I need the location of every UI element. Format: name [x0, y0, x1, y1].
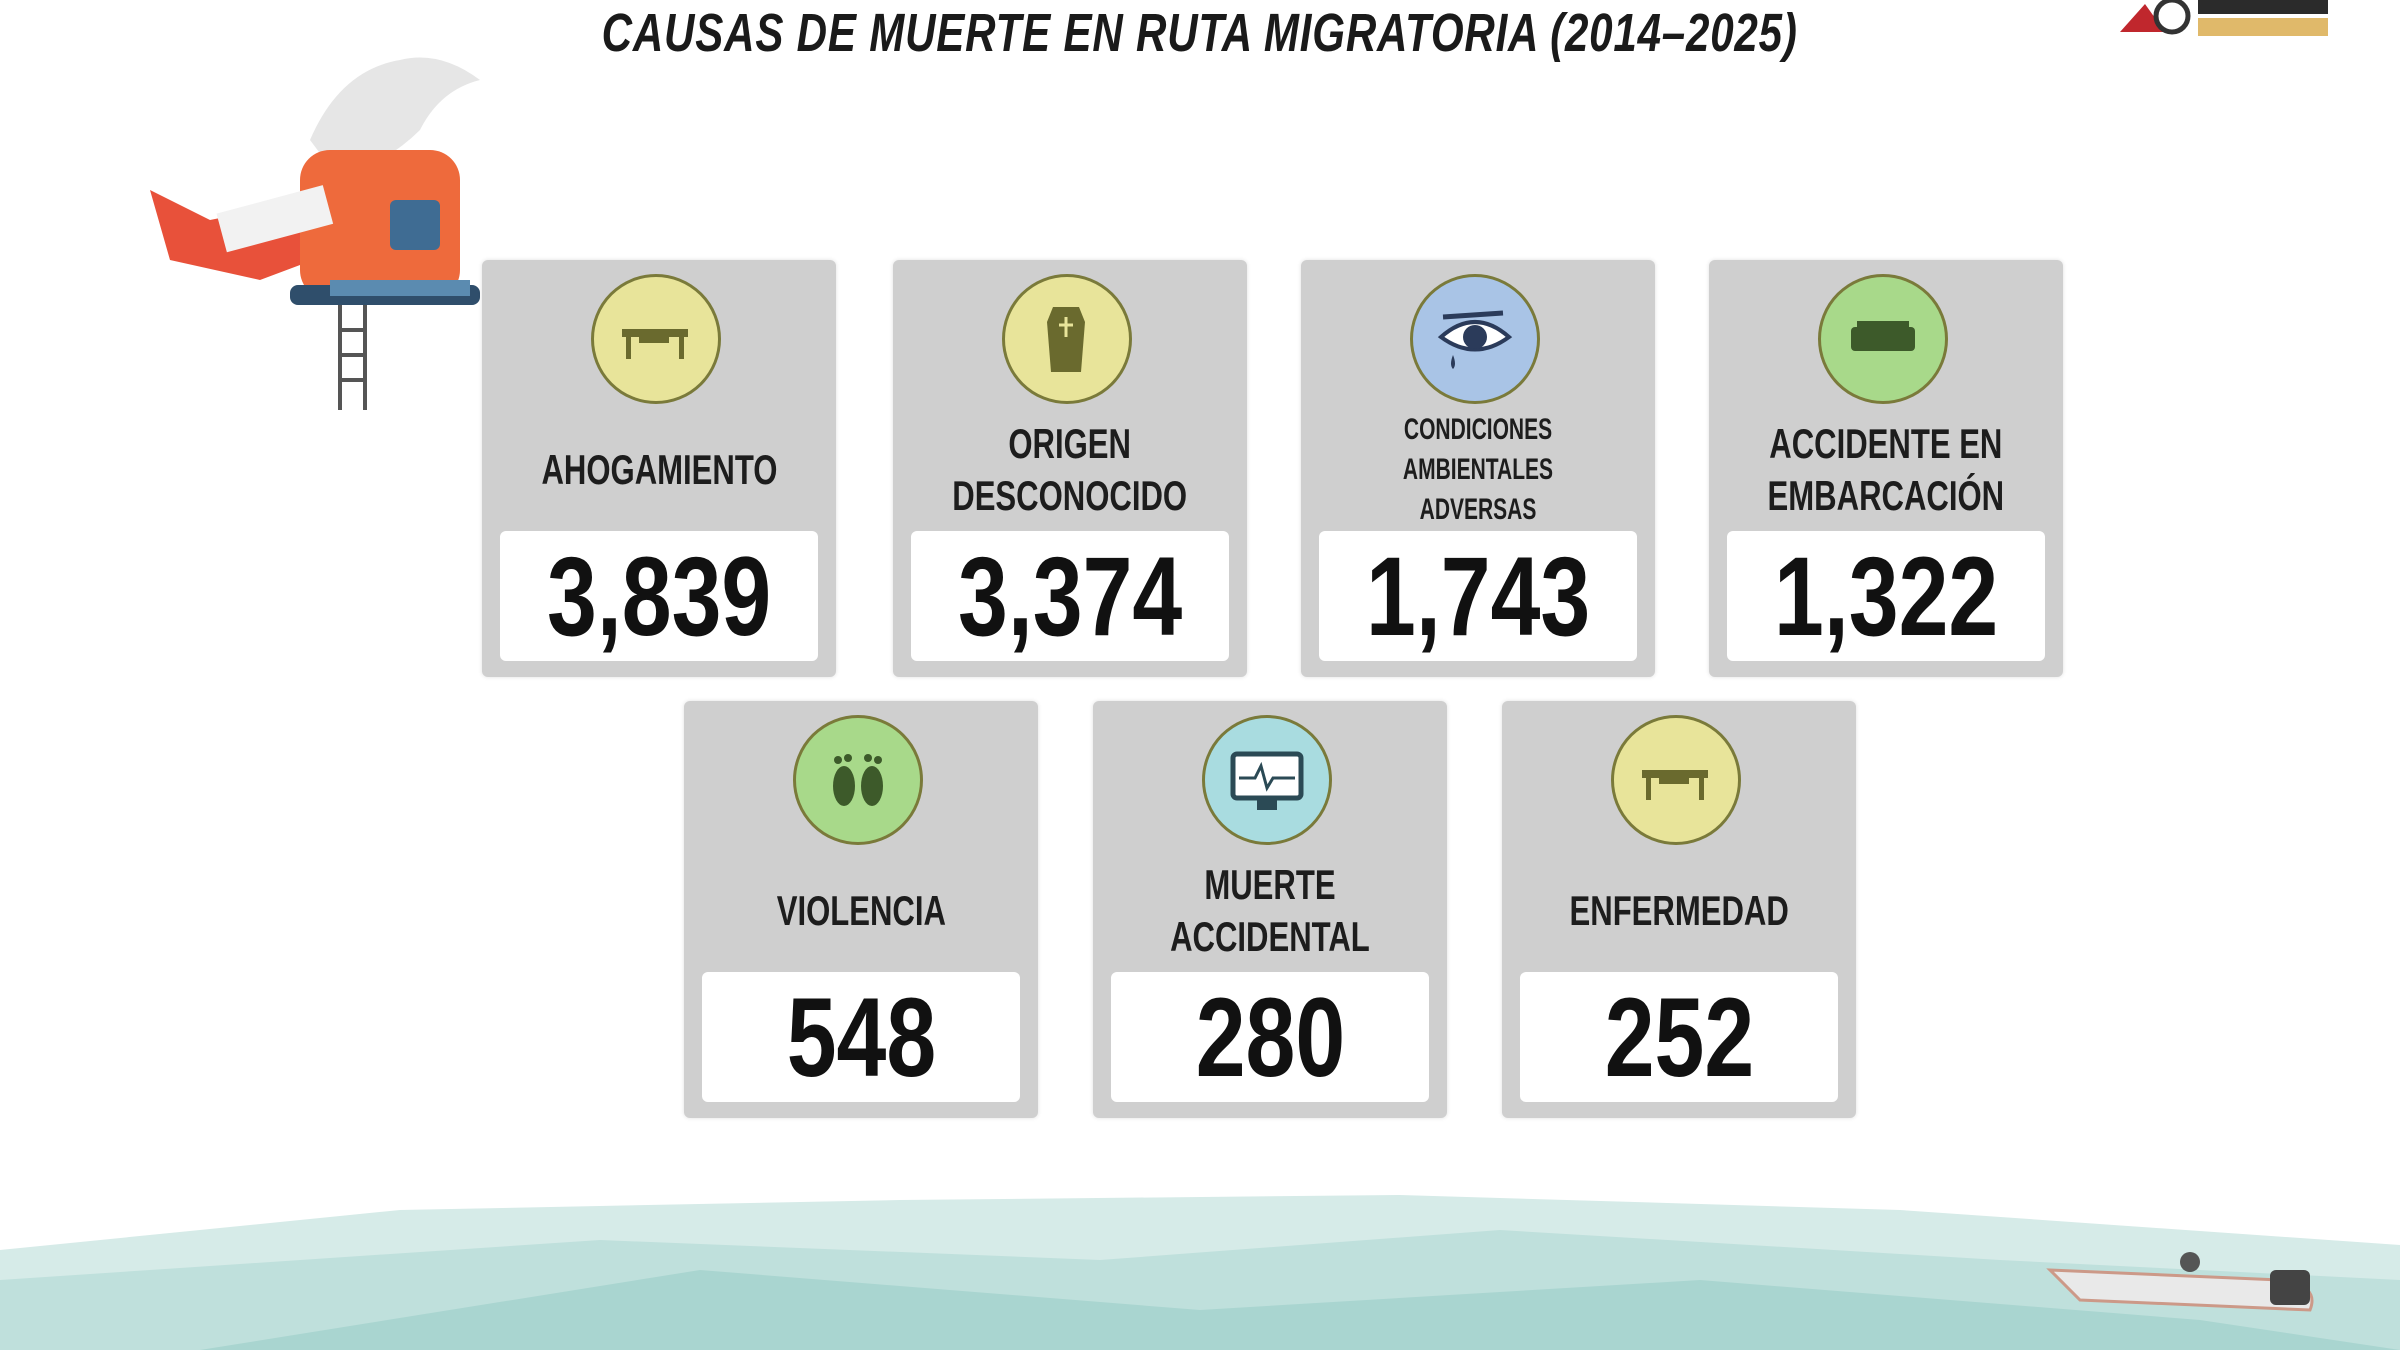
coffin-icon [1002, 274, 1132, 404]
crying-eye-icon [1410, 274, 1540, 404]
heart-monitor-icon [1202, 715, 1332, 845]
cause-label: MUERTE ACCIDENTAL [1170, 861, 1370, 960]
stretcher-icon [591, 274, 721, 404]
cause-count: 1,743 [1319, 531, 1637, 661]
cause-card: ACCIDENTE EN EMBARCACIÓN 1,322 [1709, 260, 2063, 677]
cause-label: ORIGEN DESCONOCIDO [952, 420, 1188, 519]
cause-card: AHOGAMIENTO 3,839 [482, 260, 836, 677]
cause-label: CONDICIONES AMBIENTALES ADVERSAS [1402, 413, 1554, 526]
cause-count: 280 [1111, 972, 1429, 1102]
boat-icon [1818, 274, 1948, 404]
cause-count: 3,374 [911, 531, 1229, 661]
cause-card: ORIGEN DESCONOCIDO 3,374 [893, 260, 1247, 677]
helicopter-illustration [150, 57, 480, 410]
cause-label: AHOGAMIENTO [541, 446, 777, 493]
cause-count: 1,322 [1727, 531, 2045, 661]
cause-card: ENFERMEDAD 252 [1502, 701, 1856, 1118]
cause-card: CONDICIONES AMBIENTALES ADVERSAS 1,743 [1301, 260, 1655, 677]
stretcher-icon [1611, 715, 1741, 845]
cause-label: VIOLENCIA [776, 887, 946, 934]
logo [2120, 0, 2328, 36]
sea-illustration [0, 1195, 2400, 1350]
cause-count: 3,839 [500, 531, 818, 661]
page-title: CAUSAS DE MUERTE EN RUTA MIGRATORIA (201… [602, 3, 1798, 63]
footprints-icon [793, 715, 923, 845]
cause-card: VIOLENCIA 548 [684, 701, 1038, 1118]
cause-card: MUERTE ACCIDENTAL 280 [1093, 701, 1447, 1118]
cause-count: 252 [1520, 972, 1838, 1102]
cause-label: ACCIDENTE EN EMBARCACIÓN [1767, 420, 2005, 519]
boat-illustration [2046, 1252, 2314, 1312]
cause-label: ENFERMEDAD [1569, 887, 1789, 934]
cause-count: 548 [702, 972, 1020, 1102]
